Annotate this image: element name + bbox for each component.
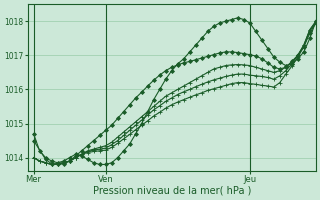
- X-axis label: Pression niveau de la mer( hPa ): Pression niveau de la mer( hPa ): [92, 186, 251, 196]
